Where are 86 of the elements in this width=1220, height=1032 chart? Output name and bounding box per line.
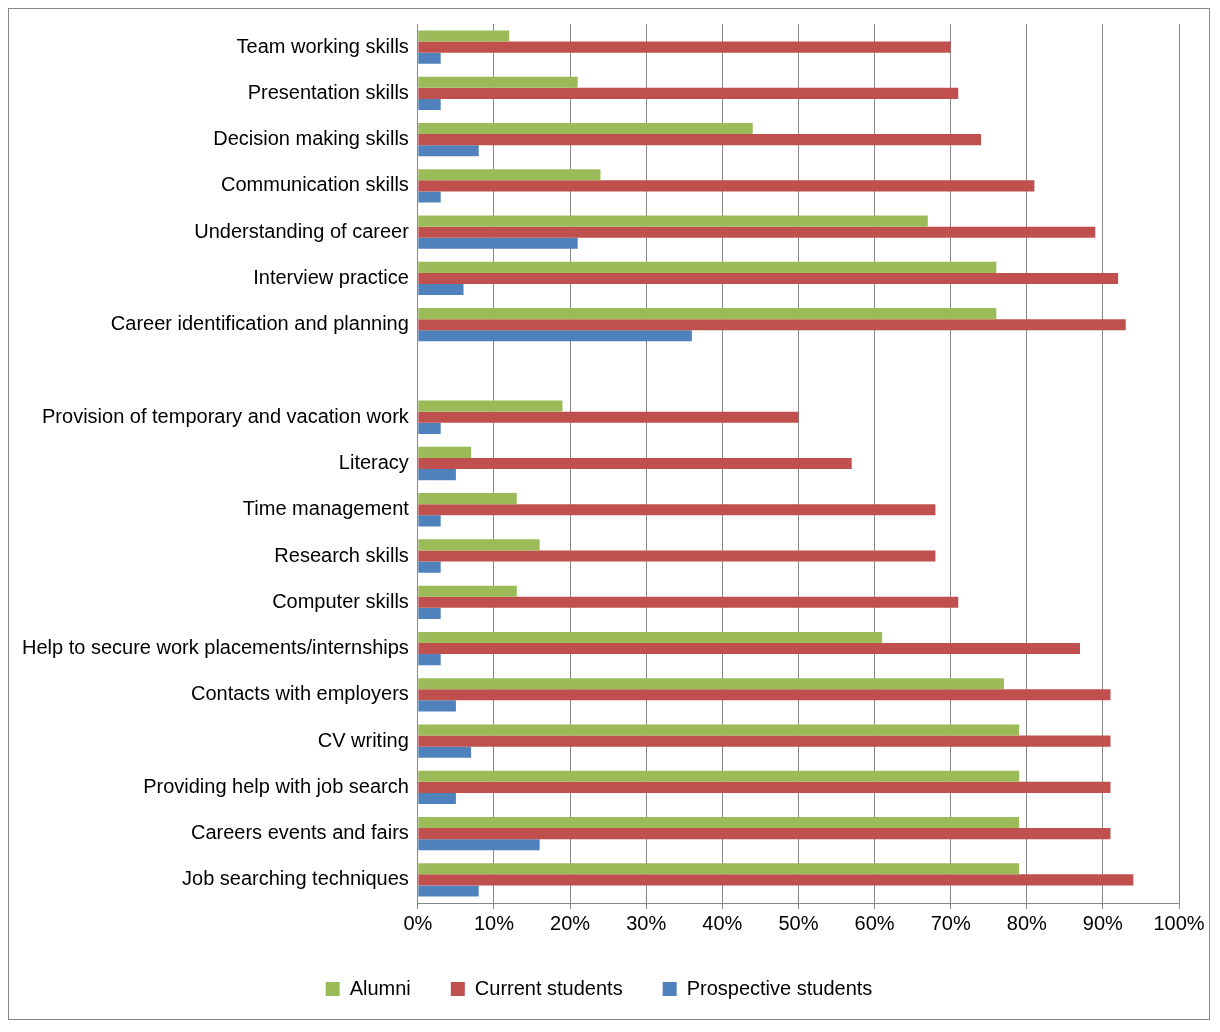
bar	[418, 700, 456, 712]
legend-label: Current students	[474, 976, 623, 999]
bar	[418, 689, 1111, 701]
bar	[418, 52, 441, 64]
bar	[418, 607, 441, 619]
bar	[418, 308, 997, 320]
legend-label: Alumni	[349, 976, 411, 999]
x-tick-label: 50%	[778, 911, 819, 934]
bar	[418, 515, 441, 527]
bar	[418, 123, 753, 135]
y-tick-label: Team working skills	[236, 34, 409, 57]
y-tick-label: Careers events and fairs	[190, 821, 409, 844]
bar	[418, 30, 510, 42]
bar	[418, 643, 1081, 655]
y-tick-label: Research skills	[274, 543, 409, 566]
bar	[418, 792, 456, 804]
bar	[418, 145, 479, 157]
bar	[418, 87, 959, 99]
x-tick-label: 20%	[550, 911, 591, 934]
bar	[418, 272, 1119, 284]
bar	[418, 169, 601, 181]
bar	[418, 746, 472, 758]
bar	[418, 493, 517, 505]
bar	[418, 330, 692, 342]
y-tick-label: CV writing	[317, 728, 409, 751]
bar	[418, 400, 563, 412]
bar	[418, 561, 441, 573]
bar	[418, 98, 441, 111]
bar	[418, 457, 852, 470]
bar	[418, 585, 517, 597]
bar	[418, 885, 479, 897]
y-tick-label: Contacts with employers	[190, 682, 409, 705]
bar	[418, 781, 1111, 793]
y-tick-label: Career identification and planning	[110, 312, 409, 335]
x-tick-label: 30%	[626, 911, 667, 934]
bar	[418, 215, 928, 227]
bar	[418, 550, 936, 562]
x-tick-label: 80%	[1006, 911, 1047, 934]
x-tick-label: 70%	[930, 911, 971, 934]
y-tick-label: Job searching techniques	[182, 867, 409, 890]
bar	[418, 816, 1020, 829]
y-tick-label: Time management	[242, 497, 410, 520]
bar	[418, 319, 1126, 331]
bar	[418, 596, 959, 608]
bar	[418, 839, 540, 851]
bar	[418, 41, 951, 53]
y-tick-label: Presentation skills	[247, 80, 409, 103]
bar	[418, 284, 464, 296]
y-tick-label: Communication skills	[221, 173, 409, 196]
bar	[418, 654, 441, 666]
bar	[418, 539, 540, 551]
y-tick-label: Help to secure work placements/internships	[21, 636, 409, 659]
bar	[418, 863, 1020, 875]
y-tick-label: Interview practice	[253, 265, 409, 288]
bar	[418, 828, 1111, 840]
bar	[418, 770, 1020, 782]
bar	[418, 422, 441, 434]
bar	[418, 76, 578, 88]
y-tick-label: Computer skills	[272, 589, 409, 612]
x-tick-label: 90%	[1082, 911, 1124, 934]
y-tick-label: Providing help with job search	[143, 774, 409, 797]
bar	[418, 191, 441, 203]
bar	[418, 180, 1035, 192]
bar	[418, 724, 1020, 736]
x-tick-label: 60%	[854, 911, 895, 934]
x-tick-label: 100%	[1153, 911, 1205, 934]
bar	[418, 631, 883, 643]
x-tick-label: 0%	[403, 911, 433, 934]
bar	[418, 446, 472, 458]
y-tick-label: Literacy	[338, 451, 409, 474]
bar	[418, 874, 1134, 886]
y-tick-label: Provision of temporary and vacation work	[42, 404, 410, 427]
y-tick-label: Decision making skills	[213, 127, 409, 150]
bar	[418, 237, 578, 249]
y-tick-label: Understanding of career	[194, 219, 410, 242]
bar	[418, 735, 1111, 747]
bar	[418, 134, 982, 146]
bar	[418, 504, 936, 516]
x-tick-label: 40%	[702, 911, 743, 934]
bar	[418, 261, 997, 273]
bar	[418, 678, 1004, 690]
bar	[418, 226, 1096, 238]
x-tick-label: 10%	[473, 911, 515, 934]
bar	[418, 411, 799, 423]
bar	[418, 469, 456, 481]
legend-label: Prospective students	[686, 976, 873, 999]
